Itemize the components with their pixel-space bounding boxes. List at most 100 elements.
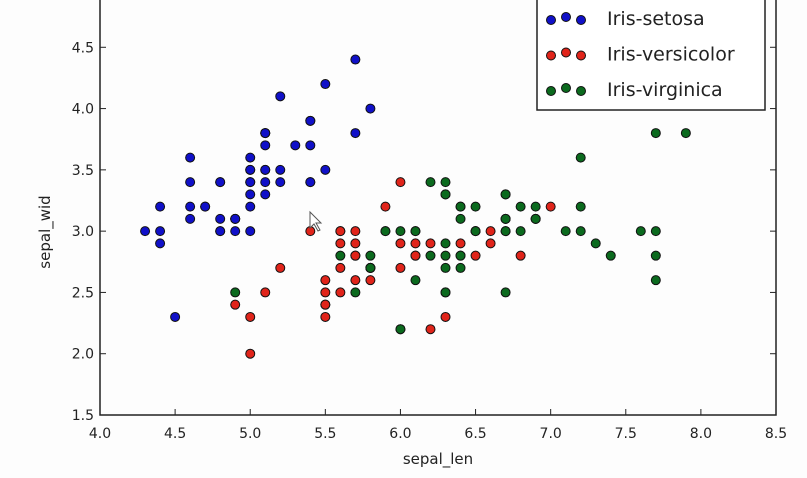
x-axis-label: sepal_len: [403, 450, 473, 469]
point-iris-versicolor-45: [350, 226, 361, 237]
point-iris-versicolor-39: [320, 287, 331, 298]
point-iris-versicolor-7: [230, 299, 241, 310]
point-iris-virginica-12: [515, 226, 526, 237]
point-iris-versicolor-24: [455, 238, 466, 249]
point-iris-virginica-3: [440, 238, 451, 249]
legend-marker: [546, 50, 556, 61]
point-iris-setosa-26: [245, 177, 256, 188]
point-iris-versicolor-28: [395, 238, 406, 249]
point-iris-versicolor-33: [395, 262, 406, 273]
point-iris-setosa-47: [185, 201, 196, 212]
point-iris-virginica-32: [455, 250, 466, 261]
point-iris-virginica-7: [590, 238, 601, 249]
x-tick-label: 7.0: [540, 426, 562, 442]
point-iris-virginica-20: [530, 201, 541, 212]
point-iris-setosa-4: [245, 152, 256, 163]
point-iris-versicolor-42: [365, 275, 376, 286]
y-tick-label: 2.5: [72, 285, 94, 301]
point-iris-setosa-23: [260, 189, 271, 200]
legend-box: [536, 0, 766, 111]
plot-frame: [99, 0, 777, 416]
point-iris-virginica-47: [470, 226, 481, 237]
point-iris-setosa-45: [215, 226, 226, 237]
point-iris-virginica-48: [425, 177, 436, 188]
x-tick-label: 4.0: [89, 426, 111, 442]
point-iris-virginica-13: [350, 287, 361, 298]
point-iris-virginica-38: [395, 226, 406, 237]
point-iris-setosa-14: [365, 103, 376, 114]
point-iris-virginica-25: [575, 201, 586, 212]
point-iris-virginica-2: [560, 226, 571, 237]
point-iris-versicolor-46: [350, 238, 361, 249]
x-tick-label: 7.5: [615, 426, 637, 442]
point-iris-versicolor-10: [245, 348, 256, 359]
point-iris-setosa-8: [155, 238, 166, 249]
point-iris-setosa-33: [320, 79, 331, 90]
legend-marker: [576, 15, 586, 25]
point-iris-versicolor-38: [335, 226, 346, 237]
point-iris-setosa-46: [260, 128, 271, 139]
point-iris-virginica-19: [395, 324, 406, 335]
point-iris-setosa-27: [275, 164, 286, 175]
point-iris-virginica-8: [500, 287, 511, 298]
point-iris-setosa-6: [185, 177, 196, 188]
point-iris-virginica-26: [425, 250, 436, 261]
point-iris-versicolor-13: [410, 238, 421, 249]
point-iris-versicolor-19: [335, 287, 346, 298]
y-tick-label: 4.5: [72, 40, 94, 56]
legend-label: Iris-setosa: [607, 8, 705, 30]
point-iris-setosa-41: [170, 311, 181, 322]
y-axis: 1.5 2.0 2.5 3.0 3.5 4.0 4.5: [72, 40, 776, 424]
point-iris-virginica-37: [455, 213, 466, 224]
point-iris-setosa-37: [230, 213, 241, 224]
point-iris-setosa-36: [320, 164, 331, 175]
legend-marker: [546, 15, 556, 25]
point-iris-setosa-16: [305, 115, 316, 126]
points-layer: [140, 54, 691, 359]
point-iris-setosa-32: [275, 91, 286, 102]
point-iris-setosa-10: [305, 140, 316, 151]
point-iris-versicolor-47: [425, 238, 436, 249]
point-iris-versicolor-35: [395, 177, 406, 188]
point-iris-virginica-45: [500, 226, 511, 237]
y-tick-label: 3.0: [72, 224, 94, 240]
point-iris-virginica-43: [515, 201, 526, 212]
point-iris-setosa-43: [245, 164, 256, 175]
x-tick-label: 6.0: [389, 426, 411, 442]
point-iris-virginica-27: [410, 226, 421, 237]
point-iris-versicolor-18: [425, 324, 436, 335]
y-tick-label: 3.5: [72, 163, 94, 179]
point-iris-virginica-10: [470, 201, 481, 212]
point-iris-virginica-23: [440, 262, 451, 273]
point-iris-setosa-39: [260, 177, 271, 188]
point-iris-virginica-15: [455, 201, 466, 212]
point-iris-virginica-22: [650, 250, 661, 261]
point-iris-setosa-25: [245, 226, 256, 237]
legend-marker: [561, 12, 571, 22]
x-tick-label: 4.5: [164, 426, 186, 442]
point-iris-setosa-3: [185, 213, 196, 224]
point-iris-virginica-11: [455, 262, 466, 273]
point-iris-virginica-36: [440, 177, 451, 188]
point-iris-virginica-33: [440, 250, 451, 261]
point-iris-versicolor-23: [410, 250, 421, 261]
point-iris-virginica-0: [440, 189, 451, 200]
point-iris-versicolor-26: [515, 250, 526, 261]
point-iris-versicolor-29: [350, 275, 361, 286]
x-axis: 4.0 4.5 5.0 5.5 6.0 6.5 7.0 7.5 8.0 8.5: [89, 409, 787, 442]
point-iris-virginica-41: [530, 213, 541, 224]
point-iris-setosa-29: [200, 201, 211, 212]
point-iris-setosa-49: [245, 189, 256, 200]
point-iris-versicolor-14: [335, 238, 346, 249]
legend-marker: [576, 50, 586, 61]
point-iris-versicolor-49: [350, 250, 361, 261]
legend-marker: [546, 86, 556, 96]
point-iris-versicolor-44: [335, 262, 346, 273]
legend-marker: [576, 86, 586, 96]
point-iris-versicolor-48: [260, 287, 271, 298]
point-iris-versicolor-0: [545, 201, 556, 212]
x-tick-label: 6.5: [464, 426, 486, 442]
point-iris-virginica-14: [365, 250, 376, 261]
point-iris-versicolor-37: [440, 311, 451, 322]
